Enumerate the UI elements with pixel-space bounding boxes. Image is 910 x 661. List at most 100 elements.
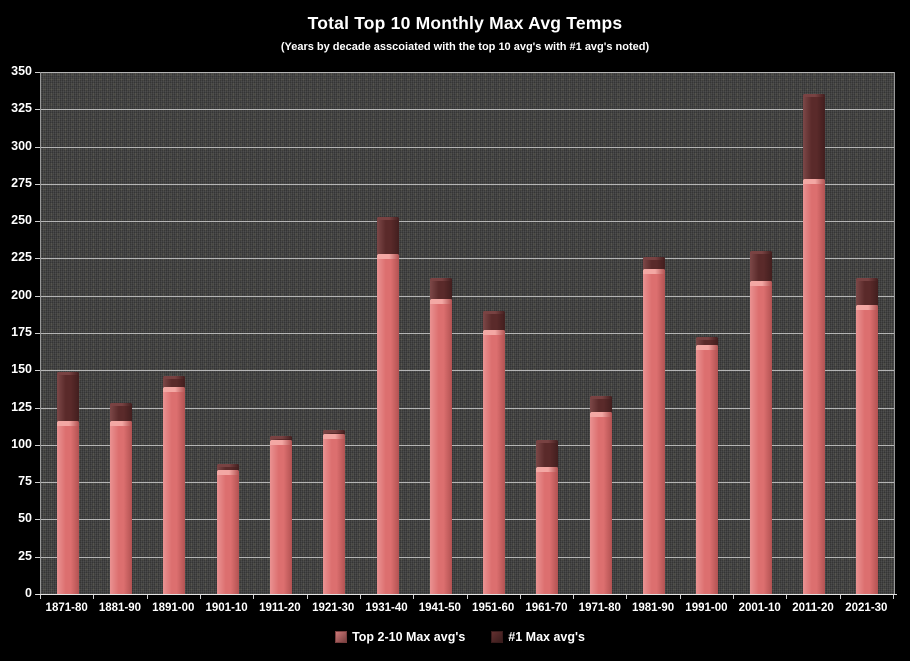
bar-segment-no1 bbox=[109, 403, 132, 421]
x-axis-label: 1891-00 bbox=[152, 602, 195, 614]
legend-item: Top 2-10 Max avg's bbox=[335, 630, 465, 644]
y-axis-tick bbox=[35, 407, 40, 409]
bar-segment-highlight bbox=[749, 280, 772, 286]
x-axis-tick bbox=[733, 595, 735, 599]
legend-label: Top 2-10 Max avg's bbox=[352, 630, 466, 644]
bar-segment-no1 bbox=[483, 310, 506, 331]
x-axis-label: 1871-80 bbox=[45, 602, 88, 614]
x-axis-label: 1921-30 bbox=[312, 602, 355, 614]
x-axis-label: 2011-20 bbox=[792, 602, 834, 614]
x-axis-tick bbox=[626, 595, 628, 599]
gridline bbox=[41, 72, 894, 73]
gridline bbox=[41, 295, 894, 297]
bar-segment-highlight bbox=[749, 250, 772, 254]
x-axis-tick bbox=[413, 595, 415, 599]
gridline bbox=[41, 146, 894, 148]
x-axis-label: 1971-80 bbox=[578, 602, 621, 614]
bar-segment-highlight bbox=[589, 395, 612, 399]
x-axis-tick bbox=[573, 595, 575, 599]
gridline bbox=[41, 370, 894, 372]
legend-swatch-top2-10 bbox=[335, 631, 348, 643]
bar-segment-top2-10 bbox=[323, 434, 346, 594]
y-axis-tick bbox=[35, 370, 40, 372]
bar-segment-top2-10 bbox=[376, 253, 399, 594]
y-axis-tick bbox=[35, 109, 40, 111]
bar-segment-highlight bbox=[323, 434, 346, 440]
x-axis-tick bbox=[679, 595, 681, 599]
bar-segment-no1 bbox=[376, 216, 399, 254]
x-axis-label: 1951-60 bbox=[472, 602, 515, 614]
x-axis-label: 1931-40 bbox=[365, 602, 408, 614]
gridline bbox=[41, 519, 894, 521]
bar-segment-highlight bbox=[536, 467, 559, 473]
y-axis-label: 150 bbox=[11, 362, 32, 377]
bar-segment-highlight bbox=[163, 386, 186, 392]
x-axis-tick bbox=[40, 595, 41, 599]
gridline bbox=[41, 333, 894, 334]
x-axis-label: 2001-10 bbox=[738, 602, 781, 614]
plot-area bbox=[40, 72, 895, 594]
y-axis-label: 350 bbox=[11, 64, 32, 78]
bar-segment-highlight bbox=[56, 371, 79, 375]
bar-segment-no1 bbox=[696, 337, 719, 345]
bar-segment-top2-10 bbox=[749, 280, 772, 594]
x-axis-tick bbox=[306, 595, 308, 599]
y-axis-tick bbox=[35, 221, 40, 223]
gridline bbox=[41, 482, 894, 484]
bar-segment-top2-10 bbox=[429, 298, 452, 594]
bar-segment-highlight bbox=[376, 253, 399, 259]
bar-segment-top2-10 bbox=[856, 304, 879, 594]
x-axis-tick bbox=[466, 595, 468, 599]
gridline bbox=[41, 109, 894, 111]
gridline bbox=[41, 258, 894, 260]
bar-segment-no1 bbox=[216, 464, 239, 471]
y-axis-tick bbox=[35, 556, 40, 558]
y-axis-label: 325 bbox=[11, 101, 32, 116]
gridline bbox=[41, 556, 894, 558]
gridline bbox=[41, 407, 894, 409]
bar-segment-highlight bbox=[483, 330, 506, 336]
bar-segment-no1 bbox=[749, 250, 772, 281]
bar-segment-top2-10 bbox=[56, 421, 79, 594]
x-axis-label: 1961-70 bbox=[525, 602, 568, 614]
bar-segment-highlight bbox=[643, 256, 666, 260]
legend-label: #1 Max avg's bbox=[508, 630, 585, 644]
bar-segment-no1 bbox=[536, 440, 559, 468]
bar-segment-highlight bbox=[643, 268, 666, 274]
bar-segment-highlight bbox=[163, 376, 186, 380]
bar-segment-no1 bbox=[269, 435, 292, 441]
y-axis-label: 0 bbox=[25, 586, 32, 600]
y-axis-tick bbox=[35, 258, 40, 260]
bar-segment-highlight bbox=[856, 304, 879, 310]
y-axis-label: 175 bbox=[11, 325, 32, 339]
legend-item: #1 Max avg's bbox=[491, 630, 585, 644]
y-axis-label: 275 bbox=[11, 175, 32, 190]
bar-segment-no1 bbox=[429, 277, 452, 299]
bar-segment-no1 bbox=[56, 371, 79, 421]
x-axis-tick bbox=[93, 595, 95, 599]
x-axis-label: 2021-30 bbox=[845, 602, 888, 614]
chart-title: Total Top 10 Monthly Max Avg Temps bbox=[307, 13, 623, 33]
chart-subtitle: (Years by decade asscoiated with the top… bbox=[280, 41, 650, 53]
bar-segment-top2-10 bbox=[696, 344, 719, 594]
bar-segment-top2-10 bbox=[589, 412, 612, 594]
x-axis-tick bbox=[519, 595, 521, 599]
x-axis-tick bbox=[786, 595, 788, 599]
x-axis-tick bbox=[893, 595, 894, 599]
x-axis-tick bbox=[146, 595, 148, 599]
bar-segment-top2-10 bbox=[483, 330, 506, 594]
gridline bbox=[41, 221, 894, 223]
legend-swatch-no1 bbox=[491, 631, 504, 643]
bar-segment-highlight bbox=[56, 421, 79, 426]
bar-segment-highlight bbox=[429, 277, 452, 281]
y-axis-label: 125 bbox=[11, 399, 32, 414]
legend: Top 2-10 Max avg's #1 Max avg's bbox=[0, 630, 910, 644]
bar-segment-no1 bbox=[163, 376, 186, 387]
y-axis-label: 25 bbox=[18, 548, 32, 563]
bar-segment-top2-10 bbox=[536, 467, 559, 594]
x-axis-label: 1981-90 bbox=[631, 602, 675, 614]
bar-segment-highlight bbox=[536, 440, 559, 444]
bar-segment-highlight bbox=[803, 94, 826, 98]
bar-segment-highlight bbox=[216, 470, 239, 476]
